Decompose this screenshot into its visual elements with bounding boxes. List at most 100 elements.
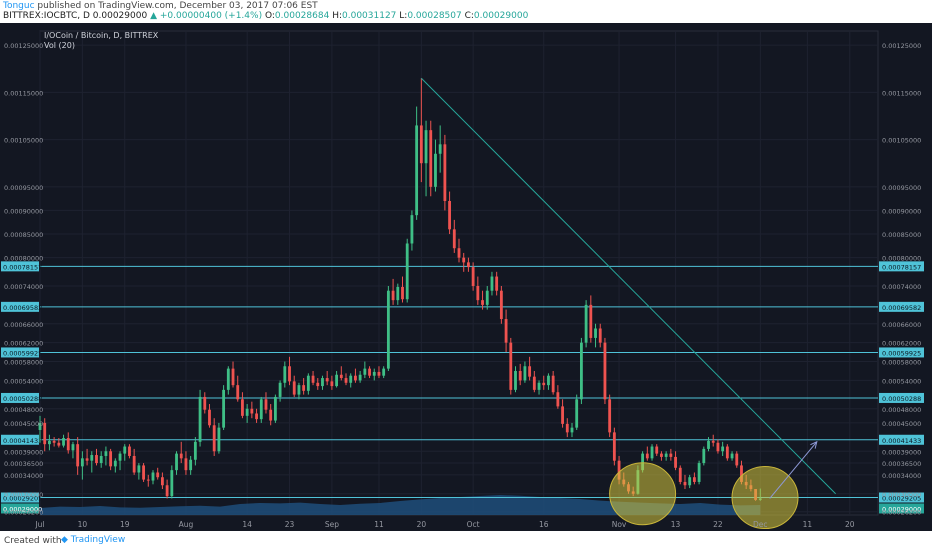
level-tag-left-bg: [1, 301, 39, 312]
x-tick-label: 16: [539, 520, 549, 529]
highlight-circle: [609, 462, 677, 526]
last-price-tag-left: 0.00029000: [3, 505, 42, 513]
level-tag-left: 0.00041433: [3, 437, 42, 445]
volume-area: [40, 495, 761, 515]
candle-body: [128, 446, 131, 456]
candle-body: [321, 378, 324, 387]
last-price-tag-right: 0.00029000: [882, 505, 921, 513]
level-tag-right: 0.00029205: [882, 495, 921, 503]
candle-body: [325, 378, 329, 382]
y-tick-label-right: 0.00115000: [882, 89, 921, 97]
tradingview-brand[interactable]: ◆ TradingView: [61, 535, 126, 545]
candle-body: [415, 125, 419, 216]
last-price-tag-right-bg: [879, 503, 924, 514]
drawings: [420, 77, 836, 530]
ohlc-legend: BITTREX:IOCBTC, D 0.00029000 ▲ +0.000004…: [3, 11, 529, 21]
x-tick-label: 13: [671, 520, 681, 529]
candle-body: [674, 456, 677, 468]
candle-body: [692, 477, 696, 482]
candle-body: [495, 276, 499, 291]
candle-body: [551, 375, 555, 393]
y-tick-label-right: 0.00066000: [882, 321, 921, 329]
candle-body: [48, 440, 51, 445]
footer: Created with ◆ TradingView: [0, 531, 932, 550]
candle-body: [198, 396, 202, 442]
candle-body: [523, 366, 527, 381]
level-tag-left-bg: [1, 492, 39, 503]
x-tick-label: 19: [120, 520, 130, 529]
candle-body: [250, 408, 254, 414]
candle-body: [212, 425, 216, 452]
y-tick-label-left: 0.00080000: [4, 255, 43, 263]
candle-body: [721, 446, 725, 452]
candle-body: [612, 432, 616, 461]
y-tick-label-left: 0.00085000: [4, 231, 43, 239]
author-link[interactable]: Tonguc: [3, 1, 35, 11]
y-tick-label-right: 0.00054000: [882, 377, 921, 385]
highlight-circle: [731, 466, 799, 530]
high-value: 0.00031127: [342, 11, 397, 21]
candle-body: [410, 215, 414, 244]
candlestick-chart[interactable]: 0.00078157 0.00078157 0.00069582 0.00069582…: [0, 23, 932, 531]
y-tick-label-left: 0.00030000: [4, 491, 43, 499]
x-tick-label: 20: [417, 520, 427, 529]
chart-grid: [39, 30, 879, 516]
y-tick-label-right: 0.00090000: [882, 207, 921, 215]
close-value: 0.00029000: [92, 11, 148, 21]
y-tick-label-right: 0.00058000: [882, 359, 921, 367]
candle-body: [259, 399, 263, 420]
projection-arrow-head: [810, 440, 818, 449]
candle-body: [156, 472, 160, 478]
candle-body: [594, 328, 597, 338]
candle-body: [184, 458, 188, 471]
y-tick-label-right: 0.00105000: [882, 137, 921, 145]
open-value: 0.00028684: [274, 11, 330, 21]
candle-body: [71, 444, 75, 451]
candle-body: [716, 442, 720, 452]
candle-body: [504, 319, 508, 343]
candle-body: [269, 409, 273, 421]
candle-body: [688, 477, 692, 486]
level-tag-left: 0.00078157: [3, 263, 42, 271]
candle-body: [509, 342, 513, 390]
low-value: 0.00028507: [407, 11, 462, 21]
horizontal-levels: 0.00078157 0.00078157 0.00069582 0.00069582…: [1, 261, 924, 514]
candle-body: [697, 463, 701, 482]
x-tick-label: 23: [285, 520, 295, 529]
candle-body: [396, 286, 400, 301]
y-tick-label-left: 0.00054000: [4, 377, 43, 385]
y-tick-label-left: 0.00125000: [4, 42, 43, 50]
candle-body: [255, 413, 258, 420]
candle-body: [222, 389, 226, 428]
candle-body: [241, 399, 244, 416]
candle-body: [330, 381, 334, 387]
candle-body: [382, 368, 386, 376]
volume-indicator-label: Vol (20): [44, 41, 75, 50]
candle-body: [528, 366, 532, 377]
y-tick-label-right: 0.00080000: [882, 255, 921, 263]
y-tick-label-left: 0.00058000: [4, 359, 43, 367]
y-tick-label-right: 0.00045000: [882, 420, 921, 428]
x-tick-label: Sep: [325, 520, 339, 529]
candle-body: [443, 144, 447, 201]
candle-body: [669, 453, 673, 457]
x-tick-label: 22: [713, 520, 723, 529]
projection-arrow: [769, 441, 818, 499]
level-tag-left-bg: [1, 434, 39, 445]
y-tick-label-left: 0.00026200: [4, 509, 43, 517]
candle-body: [292, 381, 296, 395]
candle-body: [499, 290, 503, 320]
level-tag-right: 0.00069582: [882, 304, 921, 312]
y-tick-label-left: 0.00066000: [4, 321, 43, 329]
level-tag-left-bg: [1, 347, 39, 358]
symbol-line: BITTREX:IOCBTC, D: [3, 11, 90, 21]
candle-body: [38, 422, 42, 431]
candle-body: [339, 374, 343, 379]
candle-body: [603, 342, 607, 400]
candle-body: [217, 427, 221, 452]
published-text: published on TradingView.com, December 0…: [37, 1, 318, 11]
candle-body: [160, 477, 164, 486]
candle-body: [598, 328, 602, 343]
candle-body: [660, 453, 663, 457]
publish-header: Tonguc published on TradingView.com, Dec…: [0, 0, 932, 23]
